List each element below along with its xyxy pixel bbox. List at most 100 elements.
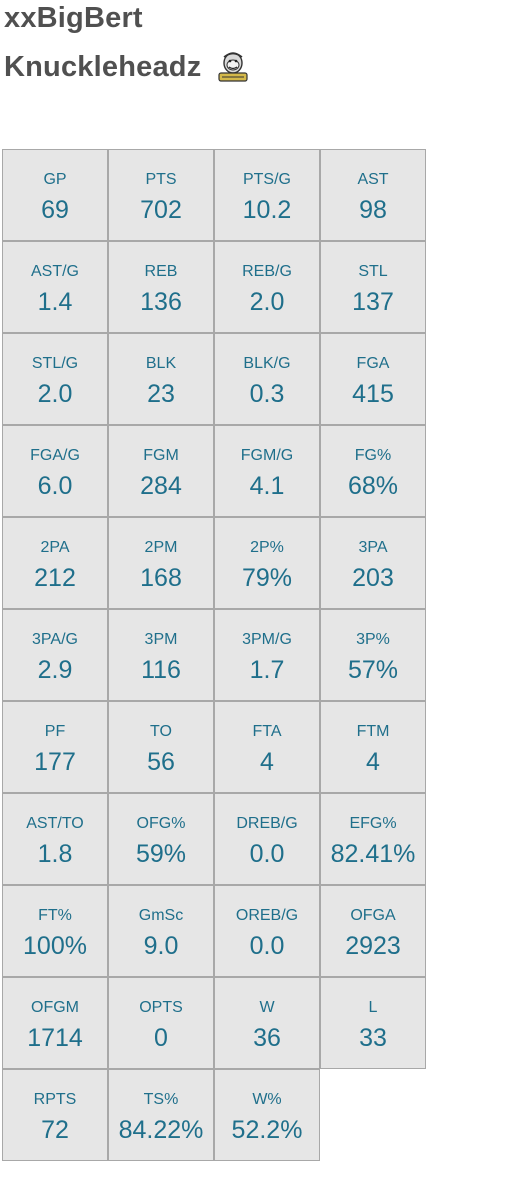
team-name[interactable]: Knuckleheadz	[4, 51, 202, 83]
stat-label: FTM	[356, 723, 390, 740]
stat-label: W%	[252, 1091, 282, 1108]
stats-grid: GP 69 PTS 702 PTS/G 10.2 AST 98 AST/G 1.4 REB 136 RE…	[2, 149, 426, 1161]
stat-label: OFG%	[136, 815, 186, 832]
stat-cell-pts-per-g: PTS/G 10.2	[214, 149, 320, 241]
stat-cell-3pm: 3PM 116	[108, 609, 214, 701]
stat-cell-w-pct: W% 52.2%	[214, 1069, 320, 1161]
team-row: Knuckleheadz	[4, 48, 251, 86]
stat-cell-3pm-per-g: 3PM/G 1.7	[214, 609, 320, 701]
stat-cell-rpts: RPTS 72	[2, 1069, 108, 1161]
stat-label: REB/G	[242, 263, 292, 280]
stat-value: 0	[154, 1024, 168, 1052]
stat-label: FTA	[252, 723, 282, 740]
stat-value: 702	[140, 196, 182, 224]
stat-cell-ast-per-to: AST/TO 1.8	[2, 793, 108, 885]
gorilla-logo-icon	[215, 49, 251, 85]
stat-label: OREB/G	[235, 907, 299, 924]
stat-value: 33	[359, 1024, 387, 1052]
stat-value: 82.41%	[330, 840, 416, 868]
stat-cell-opts: OPTS 0	[108, 977, 214, 1069]
stat-cell-reb-per-g: REB/G 2.0	[214, 241, 320, 333]
stat-cell-gp: GP 69	[2, 149, 108, 241]
stat-value: 116	[141, 656, 181, 684]
stat-cell-ast: AST 98	[320, 149, 426, 241]
stat-cell-ofgm: OFGM 1714	[2, 977, 108, 1069]
stat-cell-l: L 33	[320, 977, 426, 1069]
stat-cell-dreb-per-g: DREB/G 0.0	[214, 793, 320, 885]
stat-cell-fgm-per-g: FGM/G 4.1	[214, 425, 320, 517]
stat-label: FGM/G	[240, 447, 294, 464]
stat-label: L	[368, 999, 378, 1016]
stat-cell-fga: FGA 415	[320, 333, 426, 425]
stat-label: FGA	[356, 355, 390, 372]
stat-value: 1.4	[37, 288, 73, 316]
stat-cell-ofg-pct: OFG% 59%	[108, 793, 214, 885]
stat-value: 57%	[347, 656, 399, 684]
stat-label: PTS	[145, 171, 177, 188]
stat-value: 4	[366, 748, 380, 776]
stat-value: 1.7	[249, 656, 285, 684]
stat-label: OPTS	[139, 999, 183, 1016]
stat-value: 1714	[27, 1024, 83, 1052]
stat-value: 79%	[241, 564, 293, 592]
stat-label: OFGA	[350, 907, 396, 924]
stat-label: 3PM	[144, 631, 178, 648]
stat-label: GmSc	[138, 907, 184, 924]
stat-value: 203	[352, 564, 394, 592]
stat-value: 98	[359, 196, 387, 224]
stat-value: 52.2%	[231, 1116, 303, 1144]
stat-label: TS%	[143, 1091, 179, 1108]
stat-cell-blk-per-g: BLK/G 0.3	[214, 333, 320, 425]
stat-value: 2.0	[37, 380, 73, 408]
stat-label: 2PA	[40, 539, 70, 556]
stat-cell-reb: REB 136	[108, 241, 214, 333]
stat-cell-blk: BLK 23	[108, 333, 214, 425]
stat-cell-fta: FTA 4	[214, 701, 320, 793]
stat-label: OFGM	[31, 999, 79, 1016]
stat-cell-stl: STL 137	[320, 241, 426, 333]
stat-value: 1.8	[37, 840, 73, 868]
stat-cell-efg-pct: EFG% 82.41%	[320, 793, 426, 885]
stat-label: FT%	[38, 907, 72, 924]
stat-label: STL/G	[31, 355, 79, 372]
stat-value: 137	[352, 288, 394, 316]
stat-cell-to: TO 56	[108, 701, 214, 793]
stat-value: 68%	[347, 472, 399, 500]
stat-label: 2P%	[250, 539, 284, 556]
stat-cell-fga-per-g: FGA/G 6.0	[2, 425, 108, 517]
stat-label: FGM	[143, 447, 179, 464]
stat-label: FG%	[354, 447, 392, 464]
stat-label: PTS/G	[242, 171, 291, 188]
stat-value: 6.0	[37, 472, 73, 500]
stat-label: AST	[357, 171, 389, 188]
stat-label: EFG%	[349, 815, 397, 832]
stat-cell-ast-per-g: AST/G 1.4	[2, 241, 108, 333]
stat-cell-pf: PF 177	[2, 701, 108, 793]
stat-value: 100%	[23, 932, 87, 960]
stat-value: 10.2	[242, 196, 292, 224]
stat-cell-ofga: OFGA 2923	[320, 885, 426, 977]
stat-label: GP	[43, 171, 67, 188]
stat-value: 2923	[345, 932, 401, 960]
stat-cell-w: W 36	[214, 977, 320, 1069]
stat-value: 0.3	[249, 380, 285, 408]
stat-cell-2p-pct: 2P% 79%	[214, 517, 320, 609]
stat-value: 69	[41, 196, 69, 224]
stat-cell-2pm: 2PM 168	[108, 517, 214, 609]
stat-value: 72	[41, 1116, 69, 1144]
stat-label: FGA/G	[30, 447, 80, 464]
stat-value: 415	[352, 380, 394, 408]
stat-value: 84.22%	[118, 1116, 204, 1144]
stat-cell-pts: PTS 702	[108, 149, 214, 241]
stat-cell-3pa: 3PA 203	[320, 517, 426, 609]
stat-cell-fgm: FGM 284	[108, 425, 214, 517]
stat-value: 4.1	[249, 472, 285, 500]
stat-cell-3pa-per-g: 3PA/G 2.9	[2, 609, 108, 701]
stat-cell-2pa: 2PA 212	[2, 517, 108, 609]
stat-label: 3PA/G	[32, 631, 78, 648]
stat-label: AST/G	[30, 263, 79, 280]
stat-cell-ftm: FTM 4	[320, 701, 426, 793]
stat-value: 284	[140, 472, 182, 500]
stat-value: 2.0	[249, 288, 285, 316]
stat-value: 4	[260, 748, 274, 776]
